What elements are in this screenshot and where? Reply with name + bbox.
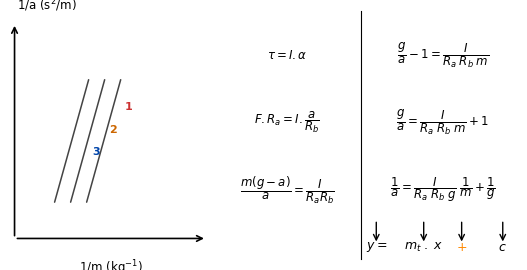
Text: $+$: $+$ <box>456 241 467 254</box>
Text: $\dfrac{m(g-a)}{a} = \dfrac{I}{R_a R_b}$: $\dfrac{m(g-a)}{a} = \dfrac{I}{R_a R_b}$ <box>240 174 335 205</box>
Text: $c$: $c$ <box>499 241 507 254</box>
Text: 1: 1 <box>125 102 132 112</box>
Text: $\tau = I.\alpha$: $\tau = I.\alpha$ <box>267 49 307 62</box>
Text: $m_t \; . \; x$: $m_t \; . \; x$ <box>404 241 443 254</box>
Text: $F.R_a = I.\dfrac{a}{R_b}$: $F.R_a = I.\dfrac{a}{R_b}$ <box>254 110 320 136</box>
Text: $y =$: $y =$ <box>366 240 387 254</box>
Text: $\dfrac{g}{a} - 1 = \dfrac{I}{R_a \; R_b \; m}$: $\dfrac{g}{a} - 1 = \dfrac{I}{R_a \; R_b… <box>396 41 489 70</box>
Text: 1/a (s$^{2}$/m): 1/a (s$^{2}$/m) <box>16 0 76 14</box>
Text: $\dfrac{1}{a} = \dfrac{I}{R_a \; R_b \; g} \; \dfrac{1}{m} + \dfrac{1}{g}$: $\dfrac{1}{a} = \dfrac{I}{R_a \; R_b \; … <box>389 175 496 204</box>
Text: 1/m (kg$^{-1}$): 1/m (kg$^{-1}$) <box>79 259 142 270</box>
Text: $\dfrac{g}{a} = \dfrac{I}{R_a \; R_b \; m} + 1$: $\dfrac{g}{a} = \dfrac{I}{R_a \; R_b \; … <box>396 108 489 137</box>
Text: 3: 3 <box>93 147 100 157</box>
Text: 2: 2 <box>109 124 116 135</box>
